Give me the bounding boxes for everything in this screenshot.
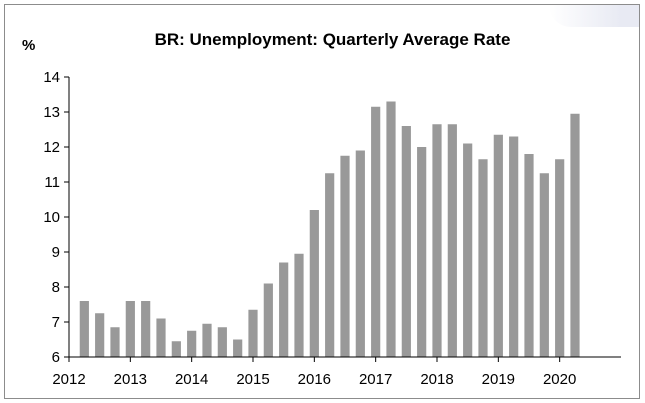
bar-2012Q3 bbox=[110, 327, 120, 357]
bar-2012Q2 bbox=[95, 313, 105, 357]
bar-2019Q1 bbox=[509, 136, 519, 357]
corner-decoration bbox=[549, 5, 639, 27]
bar-2017Q1 bbox=[386, 101, 396, 357]
bar-2019Q4 bbox=[555, 159, 565, 357]
x-tick-label: 2020 bbox=[543, 371, 576, 388]
x-tick-label: 2018 bbox=[420, 371, 453, 388]
bar-2013Q4 bbox=[187, 330, 197, 357]
bar-2013Q3 bbox=[171, 341, 181, 357]
bar-2014Q1 bbox=[202, 323, 212, 357]
bar-2012Q1 bbox=[79, 301, 89, 357]
x-tick-label: 2012 bbox=[52, 371, 85, 388]
axes-group bbox=[64, 76, 621, 362]
bar-2018Q1 bbox=[447, 124, 457, 357]
y-tick-label: 7 bbox=[52, 314, 60, 331]
y-tick-label: 8 bbox=[52, 279, 60, 296]
bar-2015Q3 bbox=[294, 253, 304, 357]
bar-2014Q4 bbox=[248, 309, 258, 357]
y-tick-label: 12 bbox=[43, 139, 60, 156]
x-tick-label: 2016 bbox=[298, 371, 331, 388]
bar-2018Q4 bbox=[493, 134, 503, 357]
bar-2016Q2 bbox=[340, 155, 350, 357]
y-tick-label: 13 bbox=[43, 104, 60, 121]
bar-2019Q2 bbox=[524, 154, 534, 357]
bar-2017Q4 bbox=[432, 124, 442, 357]
x-tick-labels: 2012 2013 2014 2015 2016 2017 2018 2019 2020 bbox=[52, 371, 576, 388]
bar-2013Q1 bbox=[141, 301, 151, 357]
bar-2014Q2 bbox=[217, 327, 227, 357]
bar-2020Q1 bbox=[570, 113, 580, 357]
bar-2018Q3 bbox=[478, 159, 488, 357]
x-tick-label: 2014 bbox=[175, 371, 208, 388]
bar-2013Q2 bbox=[156, 318, 166, 357]
bar-2016Q3 bbox=[355, 150, 365, 357]
y-tick-label: 10 bbox=[43, 209, 60, 226]
x-tick-label: 2019 bbox=[482, 371, 515, 388]
x-tick-label: 2017 bbox=[359, 371, 392, 388]
y-axis-unit-label: % bbox=[22, 37, 36, 54]
bar-2016Q4 bbox=[371, 106, 381, 357]
bar-2015Q4 bbox=[309, 210, 319, 357]
bar-2012Q4 bbox=[125, 301, 135, 357]
bar-2014Q3 bbox=[233, 339, 243, 357]
bars-group bbox=[79, 101, 580, 357]
y-tick-label: 6 bbox=[52, 349, 60, 366]
bar-2015Q1 bbox=[263, 283, 273, 357]
bar-2015Q2 bbox=[279, 262, 289, 357]
chart-frame bbox=[4, 4, 640, 399]
bar-2016Q1 bbox=[325, 173, 335, 357]
bar-2018Q2 bbox=[463, 143, 473, 357]
bar-2017Q2 bbox=[401, 126, 411, 357]
y-tick-label: 9 bbox=[52, 244, 60, 261]
y-tick-label: 14 bbox=[43, 69, 60, 86]
bar-2019Q3 bbox=[539, 173, 549, 357]
bar-2017Q3 bbox=[417, 147, 427, 357]
x-tick-label: 2015 bbox=[236, 371, 269, 388]
y-tick-label: 11 bbox=[44, 174, 60, 191]
y-tick-labels: 6 7 8 9 10 11 12 13 14 bbox=[43, 69, 60, 366]
chart-title: BR: Unemployment: Quarterly Average Rate bbox=[154, 30, 511, 49]
x-tick-label: 2013 bbox=[114, 371, 147, 388]
